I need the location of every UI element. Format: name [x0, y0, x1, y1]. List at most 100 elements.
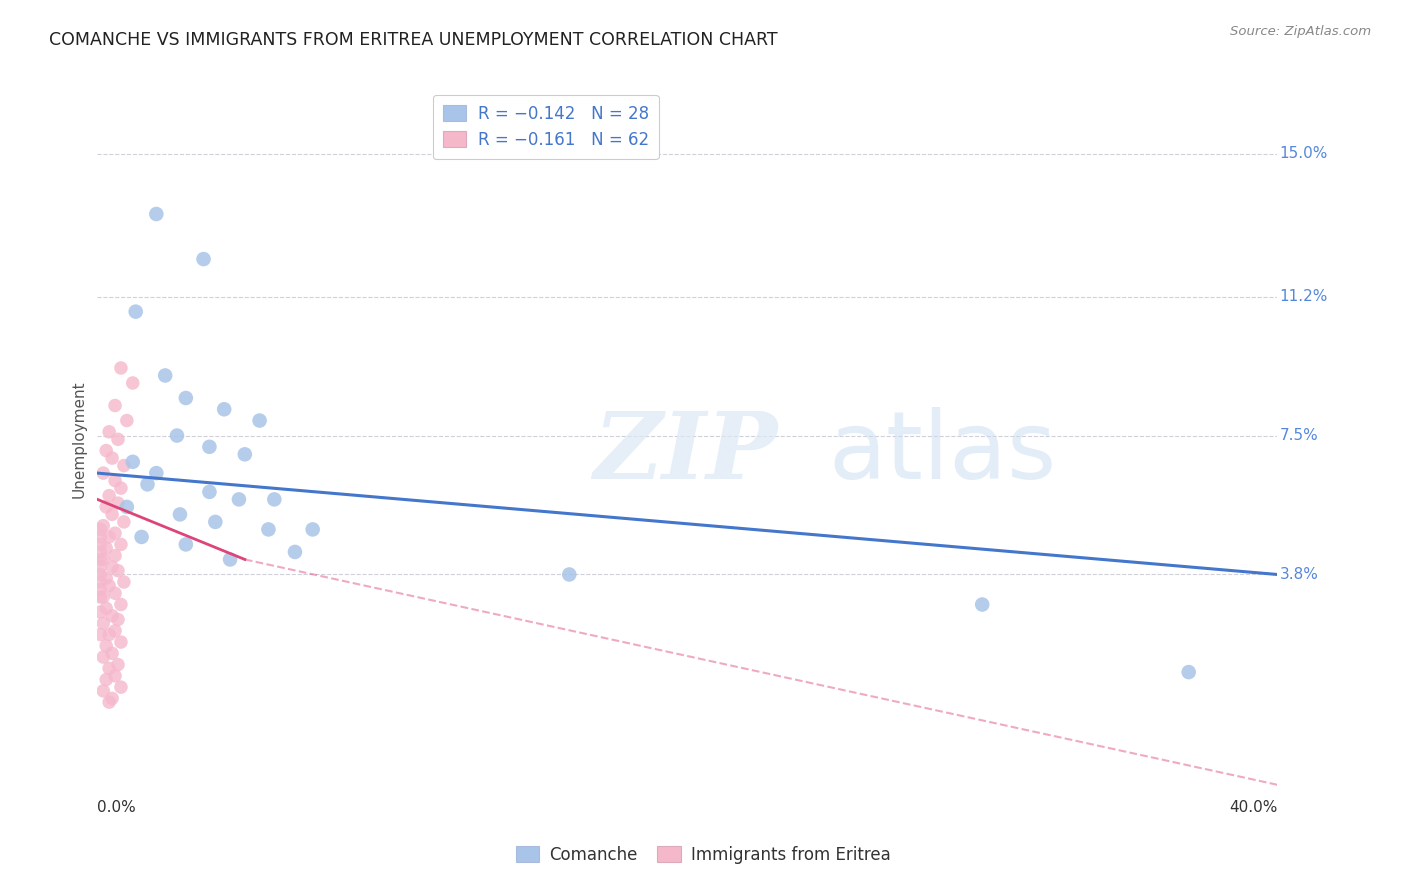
Point: [91, 466, 114, 480]
Point: [89, 582, 111, 597]
Point: [204, 515, 226, 529]
Point: [212, 402, 235, 417]
Point: [198, 484, 221, 499]
Point: [89, 552, 111, 566]
Point: [101, 691, 124, 706]
Point: [174, 391, 197, 405]
Point: [174, 537, 197, 551]
Point: [263, 492, 285, 507]
Point: [98, 661, 121, 675]
Point: [91, 650, 114, 665]
Point: [136, 477, 159, 491]
Point: [89, 605, 111, 619]
Point: [301, 523, 323, 537]
Point: [249, 413, 271, 427]
Legend: R = −0.142   N = 28, R = −0.161   N = 62: R = −0.142 N = 28, R = −0.161 N = 62: [433, 95, 659, 159]
Point: [115, 500, 138, 514]
Point: [110, 680, 132, 694]
Point: [110, 537, 132, 551]
Point: [193, 252, 215, 266]
Point: [91, 518, 114, 533]
Point: [101, 451, 124, 466]
Point: [166, 428, 188, 442]
Point: [233, 447, 256, 461]
Point: [1177, 665, 1199, 679]
Point: [107, 432, 129, 446]
Text: atlas: atlas: [830, 408, 1057, 500]
Point: [98, 489, 121, 503]
Text: 11.2%: 11.2%: [1279, 289, 1327, 304]
Point: [104, 549, 127, 563]
Point: [153, 368, 176, 383]
Legend: Comanche, Immigrants from Eritrea: Comanche, Immigrants from Eritrea: [509, 839, 897, 871]
Point: [91, 590, 114, 604]
Point: [972, 598, 994, 612]
Point: [110, 361, 132, 376]
Point: [121, 455, 143, 469]
Point: [104, 669, 127, 683]
Point: [107, 564, 129, 578]
Point: [110, 481, 132, 495]
Point: [96, 443, 118, 458]
Point: [112, 458, 135, 473]
Point: [284, 545, 307, 559]
Point: [145, 207, 167, 221]
Text: 40.0%: 40.0%: [1229, 800, 1277, 814]
Text: Source: ZipAtlas.com: Source: ZipAtlas.com: [1230, 25, 1371, 38]
Point: [98, 425, 121, 439]
Point: [169, 508, 191, 522]
Point: [104, 526, 127, 541]
Point: [98, 695, 121, 709]
Point: [101, 646, 124, 660]
Point: [558, 567, 581, 582]
Point: [91, 552, 114, 566]
Point: [112, 574, 135, 589]
Point: [125, 304, 148, 318]
Point: [89, 523, 111, 537]
Text: 15.0%: 15.0%: [1279, 146, 1327, 161]
Point: [121, 376, 143, 390]
Text: 3.8%: 3.8%: [1279, 567, 1319, 582]
Point: [89, 590, 111, 604]
Point: [104, 624, 127, 638]
Point: [198, 440, 221, 454]
Point: [89, 574, 111, 589]
Text: 7.5%: 7.5%: [1279, 428, 1319, 443]
Point: [96, 500, 118, 514]
Point: [131, 530, 153, 544]
Point: [96, 673, 118, 687]
Point: [228, 492, 250, 507]
Y-axis label: Unemployment: Unemployment: [72, 381, 86, 498]
Point: [257, 523, 280, 537]
Point: [98, 627, 121, 641]
Point: [89, 627, 111, 641]
Point: [115, 413, 138, 427]
Point: [219, 552, 242, 566]
Point: [104, 399, 127, 413]
Point: [89, 560, 111, 574]
Point: [112, 515, 135, 529]
Point: [104, 586, 127, 600]
Point: [107, 613, 129, 627]
Point: [96, 571, 118, 585]
Point: [89, 537, 111, 551]
Point: [98, 530, 121, 544]
Point: [89, 567, 111, 582]
Point: [107, 496, 129, 510]
Point: [91, 684, 114, 698]
Point: [89, 545, 111, 559]
Point: [91, 616, 114, 631]
Point: [145, 466, 167, 480]
Point: [101, 560, 124, 574]
Text: COMANCHE VS IMMIGRANTS FROM ERITREA UNEMPLOYMENT CORRELATION CHART: COMANCHE VS IMMIGRANTS FROM ERITREA UNEM…: [49, 31, 778, 49]
Point: [96, 601, 118, 615]
Point: [104, 474, 127, 488]
Point: [96, 541, 118, 556]
Text: ZIP: ZIP: [593, 409, 778, 499]
Point: [89, 530, 111, 544]
Point: [101, 608, 124, 623]
Point: [110, 635, 132, 649]
Point: [96, 639, 118, 653]
Point: [107, 657, 129, 672]
Point: [98, 579, 121, 593]
